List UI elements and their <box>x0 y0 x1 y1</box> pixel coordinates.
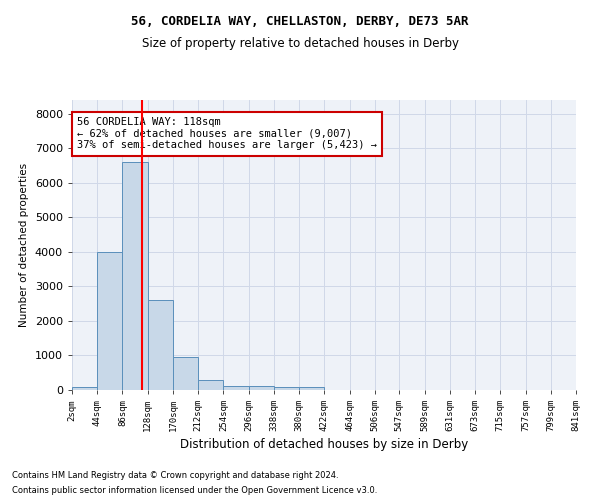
Bar <box>223 386 248 390</box>
Bar <box>198 380 223 390</box>
Y-axis label: Number of detached properties: Number of detached properties <box>19 163 29 327</box>
Bar <box>97 252 122 390</box>
Bar <box>274 387 299 390</box>
Text: Size of property relative to detached houses in Derby: Size of property relative to detached ho… <box>142 38 458 51</box>
Text: 56, CORDELIA WAY, CHELLASTON, DERBY, DE73 5AR: 56, CORDELIA WAY, CHELLASTON, DERBY, DE7… <box>131 15 469 28</box>
Text: Contains HM Land Registry data © Crown copyright and database right 2024.: Contains HM Land Registry data © Crown c… <box>12 471 338 480</box>
X-axis label: Distribution of detached houses by size in Derby: Distribution of detached houses by size … <box>180 438 468 451</box>
Bar <box>122 162 148 390</box>
Bar <box>299 387 325 390</box>
Bar <box>173 357 198 390</box>
Text: Contains public sector information licensed under the Open Government Licence v3: Contains public sector information licen… <box>12 486 377 495</box>
Bar <box>148 300 173 390</box>
Bar <box>248 386 274 390</box>
Text: 56 CORDELIA WAY: 118sqm
← 62% of detached houses are smaller (9,007)
37% of semi: 56 CORDELIA WAY: 118sqm ← 62% of detache… <box>77 118 377 150</box>
Bar <box>72 387 97 390</box>
